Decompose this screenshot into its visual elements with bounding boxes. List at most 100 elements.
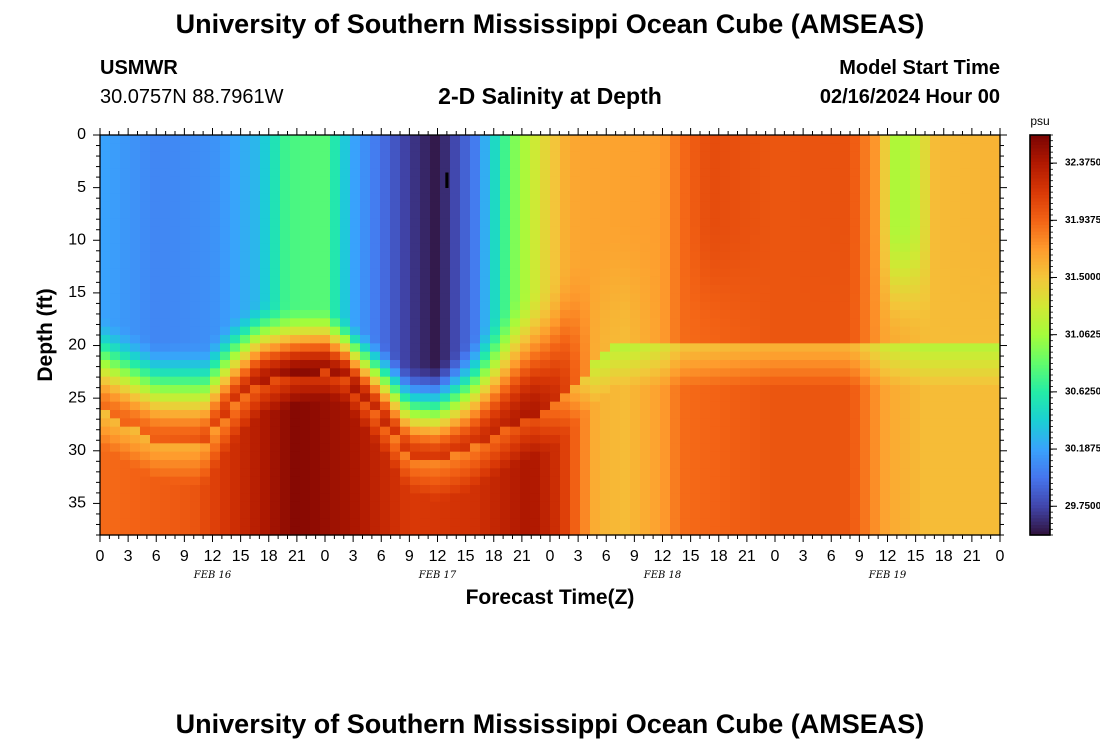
heatmap-cell bbox=[800, 143, 811, 153]
heatmap-cell bbox=[980, 410, 991, 419]
heatmap-cell bbox=[530, 518, 541, 528]
heatmap-cell bbox=[450, 410, 461, 419]
heatmap-cell bbox=[670, 276, 681, 286]
heatmap-cell bbox=[790, 460, 801, 469]
heatmap-cell bbox=[640, 426, 651, 436]
heatmap-cell bbox=[310, 335, 321, 344]
heatmap-cell bbox=[770, 318, 781, 328]
heatmap-cell bbox=[670, 210, 681, 219]
heatmap-cell bbox=[650, 368, 661, 378]
heatmap-cell bbox=[580, 218, 591, 228]
colorbar-segment bbox=[1030, 221, 1050, 226]
heatmap-cell bbox=[600, 368, 611, 378]
heatmap-cell bbox=[360, 276, 371, 286]
heatmap-cell bbox=[290, 476, 301, 486]
heatmap-cell bbox=[810, 243, 821, 253]
colorbar-segment bbox=[1030, 205, 1050, 209]
heatmap-cell bbox=[630, 218, 641, 228]
heatmap-cell bbox=[280, 460, 291, 469]
heatmap-cell bbox=[840, 235, 851, 244]
heatmap-cell bbox=[400, 276, 411, 286]
heatmap-cell bbox=[860, 326, 871, 336]
heatmap-cell bbox=[360, 335, 371, 344]
heatmap-cell bbox=[540, 476, 551, 486]
heatmap-cell bbox=[660, 168, 671, 178]
heatmap-cell bbox=[770, 401, 781, 411]
heatmap-cell bbox=[240, 185, 251, 194]
heatmap-cell bbox=[620, 185, 631, 194]
heatmap-cell bbox=[300, 393, 311, 403]
heatmap-cell bbox=[320, 301, 331, 311]
colorbar-segment bbox=[1030, 278, 1050, 283]
heatmap-cell bbox=[850, 435, 861, 444]
heatmap-cell bbox=[110, 510, 121, 519]
heatmap-cell bbox=[580, 426, 591, 436]
heatmap-cell bbox=[640, 435, 651, 444]
heatmap-cell bbox=[130, 385, 141, 394]
heatmap-cell bbox=[550, 501, 561, 511]
heatmap-cell bbox=[520, 360, 531, 369]
heatmap-cell bbox=[920, 485, 931, 494]
heatmap-cell bbox=[290, 176, 301, 186]
colorbar-segment bbox=[1030, 178, 1050, 183]
heatmap-cell bbox=[530, 135, 541, 144]
heatmap-cell bbox=[320, 518, 331, 528]
heatmap-cell bbox=[310, 493, 321, 503]
heatmap-cell bbox=[230, 185, 241, 194]
heatmap-cell bbox=[670, 326, 681, 336]
heatmap-cell bbox=[960, 201, 971, 211]
heatmap-cell bbox=[760, 451, 771, 461]
heatmap-cell bbox=[620, 343, 631, 353]
heatmap-cell bbox=[550, 310, 561, 319]
heatmap-cell bbox=[470, 193, 481, 203]
heatmap-cell bbox=[180, 318, 191, 328]
heatmap-cell bbox=[790, 235, 801, 244]
heatmap-cell bbox=[190, 185, 201, 194]
heatmap-cell bbox=[220, 360, 231, 369]
heatmap-cell bbox=[440, 410, 451, 419]
heatmap-cell bbox=[350, 251, 361, 261]
heatmap-cell bbox=[800, 176, 811, 186]
heatmap-cell bbox=[140, 368, 151, 378]
heatmap-cell bbox=[830, 501, 841, 511]
heatmap-cell bbox=[320, 185, 331, 194]
heatmap-cell bbox=[990, 401, 1001, 411]
heatmap-cell bbox=[420, 260, 431, 269]
heatmap-cell bbox=[570, 176, 581, 186]
heatmap-cell bbox=[790, 135, 801, 144]
heatmap-cell bbox=[100, 385, 111, 394]
colorbar-segment bbox=[1030, 518, 1050, 523]
heatmap-cell bbox=[750, 285, 761, 294]
heatmap-cell bbox=[860, 226, 871, 236]
heatmap-cell bbox=[740, 501, 751, 511]
heatmap-cell bbox=[330, 193, 341, 203]
heatmap-cell bbox=[290, 443, 301, 453]
heatmap-cell bbox=[580, 510, 591, 519]
heatmap-cell bbox=[840, 360, 851, 369]
heatmap-cell bbox=[980, 160, 991, 169]
heatmap-cell bbox=[790, 176, 801, 186]
heatmap-cell bbox=[150, 518, 161, 528]
heatmap-cell bbox=[450, 143, 461, 153]
heatmap-cell bbox=[420, 426, 431, 436]
heatmap-cell bbox=[610, 143, 621, 153]
heatmap-cell bbox=[310, 268, 321, 278]
heatmap-cell bbox=[820, 293, 831, 303]
heatmap-cell bbox=[230, 251, 241, 261]
heatmap-cell bbox=[330, 376, 341, 386]
heatmap-cell bbox=[730, 260, 741, 269]
heatmap-cell bbox=[790, 151, 801, 161]
heatmap-cell bbox=[470, 410, 481, 419]
heatmap-cell bbox=[960, 226, 971, 236]
heatmap-cell bbox=[690, 251, 701, 261]
heatmap-cell bbox=[560, 201, 571, 211]
heatmap-cell bbox=[240, 360, 251, 369]
heatmap-cell bbox=[390, 385, 401, 394]
heatmap-cell bbox=[680, 176, 691, 186]
heatmap-cell bbox=[760, 501, 771, 511]
heatmap-cell bbox=[950, 185, 961, 194]
heatmap-cell bbox=[440, 235, 451, 244]
heatmap-cell bbox=[420, 176, 431, 186]
x-tick-label: 0 bbox=[546, 548, 555, 565]
heatmap-cell bbox=[430, 226, 441, 236]
